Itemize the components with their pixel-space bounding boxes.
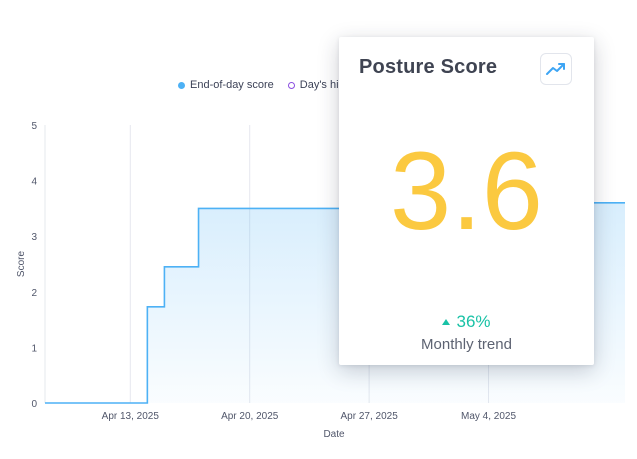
trend-indicator: 36% — [339, 312, 594, 332]
y-axis-title: Score — [16, 251, 27, 278]
x-axis-title: Date — [323, 429, 345, 440]
y-tick-label: 1 — [31, 343, 37, 354]
legend-item-end-of-day-score[interactable]: End-of-day score — [178, 79, 274, 91]
trend-up-icon — [546, 63, 565, 75]
y-tick-label: 3 — [31, 232, 37, 243]
y-tick-label: 0 — [31, 399, 37, 410]
legend-item-days-high[interactable]: Day's high — [287, 79, 351, 91]
legend-swatch-days-high — [287, 81, 295, 89]
trend-label: Monthly trend — [421, 336, 512, 353]
legend-swatch-end-of-day — [178, 81, 185, 89]
chart-legend: End-of-day score Day's high — [178, 79, 351, 91]
x-tick-label: Apr 13, 2025 — [102, 411, 160, 422]
y-tick-label: 2 — [31, 288, 37, 299]
x-tick-label: May 4, 2025 — [461, 411, 516, 422]
trend-percent: 36% — [456, 312, 491, 331]
legend-label-days-high: Day's high — [299, 79, 351, 91]
card-title: Posture Score — [359, 56, 498, 78]
legend-label-end-of-day: End-of-day score — [190, 79, 274, 91]
x-tick-label: Apr 20, 2025 — [221, 411, 279, 422]
x-tick-label: Apr 27, 2025 — [340, 411, 398, 422]
y-tick-label: 4 — [31, 177, 37, 188]
posture-score-card: Posture Score 3.6 36% Monthly trend — [339, 37, 594, 365]
y-tick-label: 5 — [31, 121, 37, 132]
trend-chart-button[interactable] — [540, 53, 572, 85]
score-value: 3.6 — [390, 130, 543, 253]
trend-up-arrow-icon — [442, 319, 451, 325]
